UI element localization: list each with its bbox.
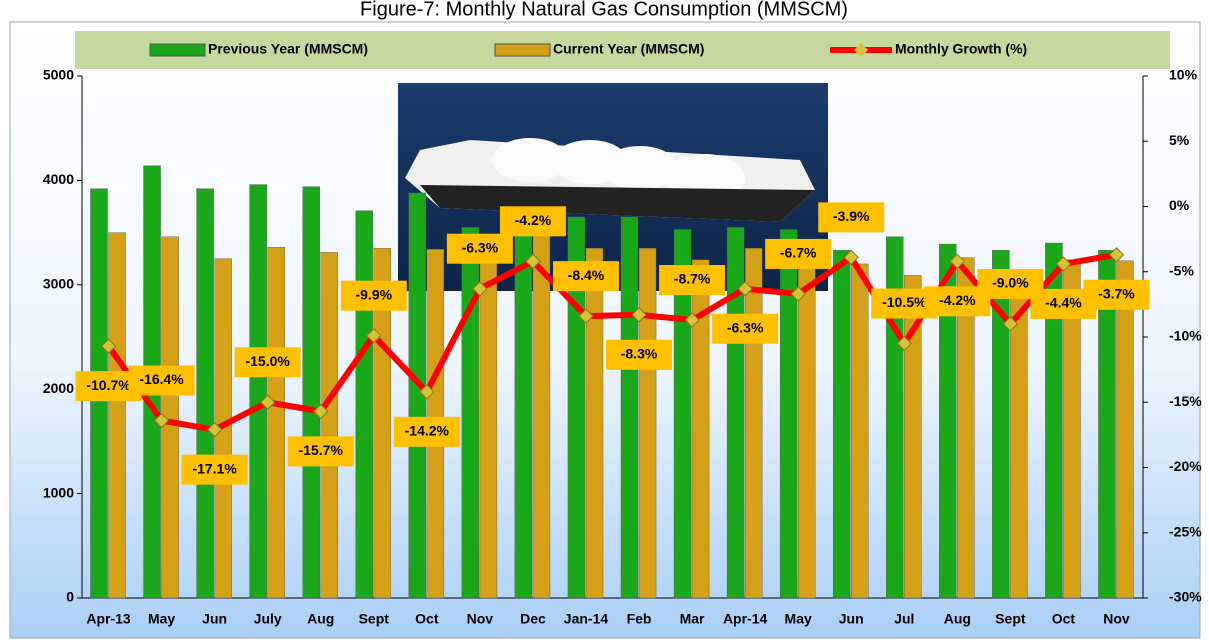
bar bbox=[780, 229, 797, 598]
x-tick-label: Apr-13 bbox=[86, 611, 131, 627]
bar bbox=[621, 217, 638, 598]
y2-tick-label: -15% bbox=[1169, 393, 1202, 409]
y-tick-label: 5000 bbox=[43, 67, 74, 83]
chart-title: Figure-7: Monthly Natural Gas Consumptio… bbox=[360, 0, 848, 20]
y-tick-label: 1000 bbox=[43, 484, 74, 500]
y-tick-label: 0 bbox=[66, 589, 74, 605]
data-label: -6.7% bbox=[780, 245, 817, 261]
x-tick-label: Apr-14 bbox=[723, 611, 768, 627]
data-label: -14.2% bbox=[405, 423, 450, 439]
x-tick-label: Jan-14 bbox=[564, 611, 609, 627]
y-tick-label: 3000 bbox=[43, 276, 74, 292]
bar bbox=[250, 185, 267, 598]
bar bbox=[745, 248, 762, 598]
x-tick-label: May bbox=[148, 611, 175, 627]
x-tick-label: Mar bbox=[680, 611, 705, 627]
x-tick-label: Feb bbox=[627, 611, 652, 627]
y2-tick-label: -25% bbox=[1169, 523, 1202, 539]
y-tick-label: 2000 bbox=[43, 380, 74, 396]
chart: Figure-7: Monthly Natural Gas Consumptio… bbox=[0, 0, 1209, 643]
x-tick-label: May bbox=[785, 611, 812, 627]
y2-tick-label: -10% bbox=[1169, 328, 1202, 344]
bar bbox=[533, 227, 550, 598]
bar bbox=[321, 252, 338, 598]
data-label: -8.3% bbox=[621, 346, 658, 362]
data-label: -8.7% bbox=[674, 271, 711, 287]
legend-label: Monthly Growth (%) bbox=[895, 41, 1027, 57]
x-tick-label: Jul bbox=[894, 611, 914, 627]
bar bbox=[109, 233, 126, 598]
data-label: -3.9% bbox=[833, 208, 870, 224]
data-label: -4.2% bbox=[939, 292, 976, 308]
data-label: -6.3% bbox=[462, 239, 499, 255]
x-tick-label: Aug bbox=[307, 611, 334, 627]
bar bbox=[639, 248, 656, 598]
x-tick-label: Nov bbox=[1103, 611, 1130, 627]
bar bbox=[727, 227, 744, 598]
x-tick-label: Nov bbox=[467, 611, 494, 627]
data-label: -4.4% bbox=[1045, 295, 1082, 311]
x-tick-label: Oct bbox=[1052, 611, 1076, 627]
x-tick-label: Sept bbox=[359, 611, 390, 627]
data-label: -17.1% bbox=[192, 460, 237, 476]
data-label: -9.0% bbox=[992, 275, 1029, 291]
data-label: -15.7% bbox=[299, 442, 344, 458]
data-label: -3.7% bbox=[1098, 285, 1135, 301]
data-label: -15.0% bbox=[245, 353, 290, 369]
bar bbox=[462, 227, 479, 598]
x-tick-label: Jun bbox=[202, 611, 227, 627]
x-tick-label: Sept bbox=[995, 611, 1026, 627]
y-tick-label: 4000 bbox=[43, 171, 74, 187]
data-label: -10.5% bbox=[882, 294, 927, 310]
x-tick-label: Oct bbox=[415, 611, 439, 627]
bar bbox=[851, 264, 868, 598]
bar bbox=[197, 189, 214, 598]
y2-tick-label: 5% bbox=[1169, 132, 1190, 148]
y2-tick-label: -20% bbox=[1169, 458, 1202, 474]
data-label: -10.7% bbox=[86, 377, 131, 393]
bar bbox=[798, 253, 815, 598]
bar bbox=[833, 250, 850, 598]
bar bbox=[356, 211, 373, 598]
data-label: -6.3% bbox=[727, 319, 764, 335]
x-tick-label: Jun bbox=[839, 611, 864, 627]
legend-label: Previous Year (MMSCM) bbox=[208, 41, 368, 57]
bar bbox=[268, 247, 285, 598]
x-tick-label: Aug bbox=[944, 611, 971, 627]
legend-swatch bbox=[150, 44, 205, 56]
data-label: -16.4% bbox=[139, 371, 184, 387]
bar bbox=[480, 248, 497, 598]
y2-tick-label: -5% bbox=[1169, 262, 1194, 278]
x-tick-label: Dec bbox=[520, 611, 546, 627]
data-label: -8.4% bbox=[568, 267, 605, 283]
y2-tick-label: 0% bbox=[1169, 197, 1190, 213]
legend-label: Current Year (MMSCM) bbox=[553, 41, 704, 57]
bar bbox=[586, 248, 603, 598]
bar bbox=[303, 187, 320, 598]
y2-tick-label: -30% bbox=[1169, 589, 1202, 605]
x-tick-label: July bbox=[254, 611, 282, 627]
bar bbox=[1116, 261, 1133, 598]
y2-tick-label: 10% bbox=[1169, 67, 1198, 83]
data-label: -4.2% bbox=[515, 212, 552, 228]
legend-swatch bbox=[495, 44, 550, 56]
data-label: -9.9% bbox=[355, 286, 392, 302]
